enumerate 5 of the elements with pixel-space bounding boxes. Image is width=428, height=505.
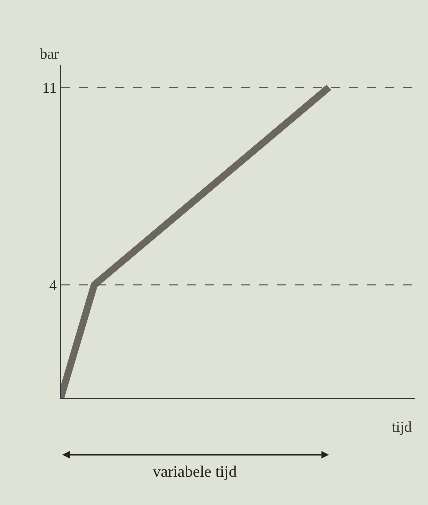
x-axis-title: tijd bbox=[392, 420, 412, 436]
text: variabele tijd bbox=[153, 464, 237, 481]
y-tick-label: 11 bbox=[42, 80, 57, 97]
y-tick-label: 4 bbox=[50, 278, 58, 294]
y-axis-title: bar bbox=[40, 47, 60, 63]
